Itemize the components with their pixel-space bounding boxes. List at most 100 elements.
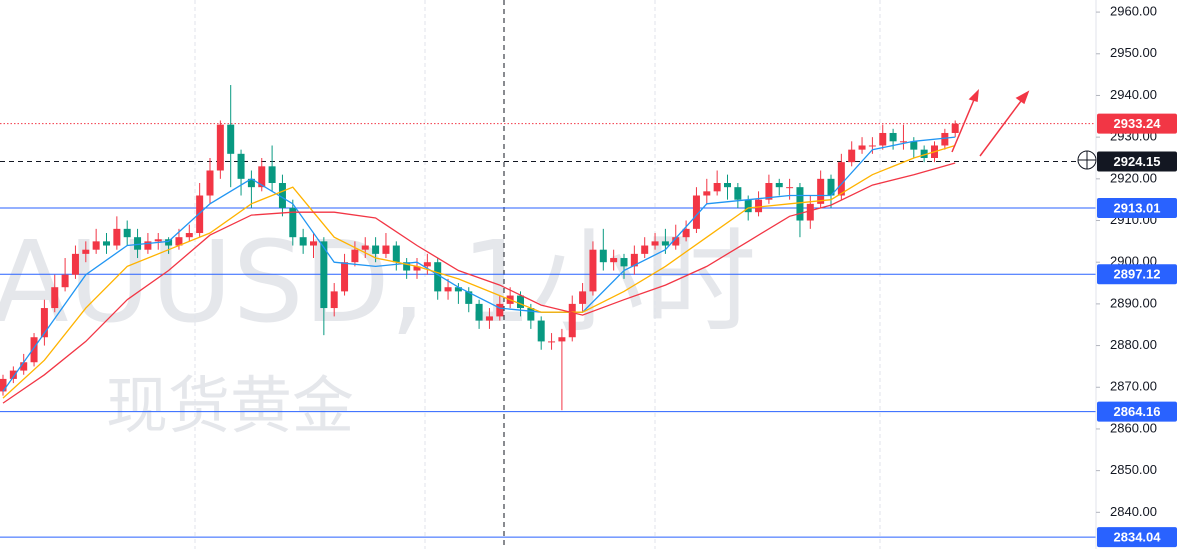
candle-body xyxy=(154,239,162,242)
candle-body xyxy=(82,249,90,254)
price-tag xyxy=(1097,527,1177,548)
candle-body xyxy=(558,337,566,342)
candle-body xyxy=(175,237,183,246)
candle-body xyxy=(123,228,131,238)
price-tag xyxy=(1097,264,1177,285)
candle-body xyxy=(444,287,452,292)
y-tick-label: 2860.00 xyxy=(1110,420,1157,435)
y-tick-label: 2880.00 xyxy=(1110,337,1157,352)
candle-body xyxy=(144,241,152,250)
candle-body xyxy=(268,166,276,183)
candle-body xyxy=(744,199,752,213)
candle-body xyxy=(51,287,59,309)
candle-body xyxy=(134,237,142,250)
candle-body xyxy=(103,241,110,246)
price-tag-label: 2913.01 xyxy=(1114,200,1161,215)
candle-body xyxy=(899,141,907,143)
candle-body xyxy=(724,183,731,188)
candle-body xyxy=(216,124,224,171)
candle-body xyxy=(165,239,173,246)
candle-body xyxy=(9,370,17,379)
price-tag xyxy=(1097,401,1177,422)
candle-body xyxy=(247,178,255,188)
price-tag-label: 2834.04 xyxy=(1114,530,1162,545)
candle-body xyxy=(796,187,804,221)
candle-body xyxy=(941,132,949,146)
candle-body xyxy=(258,166,266,188)
candle-body xyxy=(868,145,876,147)
price-tag-label: 2924.15 xyxy=(1114,154,1161,169)
candle-body xyxy=(320,241,328,309)
candle-body xyxy=(641,245,649,254)
price-tags: 2933.24 2924.15 2913.01 2897.12 2864.16 2834.… xyxy=(1097,113,1177,548)
watermark-subtext: 现货黄金 xyxy=(106,369,354,442)
watermark: AUUSD, 1小时 现货黄金 xyxy=(0,218,756,442)
price-tag-label: 2933.24 xyxy=(1114,116,1162,131)
candle-body xyxy=(672,237,680,246)
candle-body xyxy=(434,262,442,292)
candle-body xyxy=(496,303,504,317)
y-tick-label: 2940.00 xyxy=(1110,87,1157,102)
candle-body xyxy=(879,132,887,146)
candle-body xyxy=(361,245,369,250)
candle-body xyxy=(610,258,618,263)
candle-body xyxy=(206,170,214,196)
candle-body xyxy=(423,262,431,267)
candle-body xyxy=(692,195,700,229)
candle-body xyxy=(889,132,897,142)
candle-body xyxy=(0,378,7,392)
candle-body xyxy=(827,178,835,196)
candle-body xyxy=(630,253,638,267)
candle-body xyxy=(278,183,286,209)
candle-body xyxy=(30,337,38,363)
candle-body xyxy=(289,208,297,238)
y-tick-label: 2960.00 xyxy=(1110,4,1157,19)
candle-body xyxy=(817,178,825,204)
y-tick-label: 2920.00 xyxy=(1110,170,1157,185)
moving-average-line xyxy=(2,144,956,399)
candle-body xyxy=(920,149,928,158)
arrow-head xyxy=(1015,90,1030,105)
candle-body xyxy=(734,187,742,200)
candle-body xyxy=(517,295,524,309)
candle-body xyxy=(382,245,390,254)
candle-body xyxy=(620,258,628,267)
candle-body xyxy=(330,291,338,309)
moving-average-line xyxy=(2,136,956,392)
candle-body xyxy=(806,203,814,221)
candle-body xyxy=(548,341,556,343)
candle-body xyxy=(372,245,380,254)
price-tag-label: 2864.16 xyxy=(1114,404,1161,419)
candle-body xyxy=(61,274,69,288)
candle-body xyxy=(858,145,866,150)
price-tag xyxy=(1097,151,1177,172)
candle-body xyxy=(527,308,535,321)
moving-average-line xyxy=(2,162,956,404)
candle-body xyxy=(661,241,669,246)
candle-body xyxy=(775,183,783,188)
crosshair-button[interactable] xyxy=(1077,150,1097,170)
arrow xyxy=(979,96,1025,157)
y-tick-label: 2890.00 xyxy=(1110,295,1157,310)
candle-body xyxy=(299,237,307,246)
candle-body xyxy=(392,245,400,263)
trend-arrows xyxy=(951,88,1030,157)
candle-body xyxy=(351,249,359,263)
candle-body xyxy=(341,262,349,292)
price-axis-labels: 2840.00 2850.00 2860.00 2870.00 2880.00 2890.… xyxy=(1096,4,1157,519)
watermark-text: AUUSD, 1小时 xyxy=(0,218,756,348)
arrow xyxy=(951,94,977,153)
price-tag xyxy=(1097,197,1177,218)
candle-body xyxy=(837,162,845,196)
candle-body xyxy=(475,303,483,321)
candle-body xyxy=(786,187,794,189)
candle-body xyxy=(765,183,773,200)
candle-body xyxy=(454,287,462,292)
candle-body xyxy=(20,362,28,371)
candle-body xyxy=(589,249,597,292)
candle-body xyxy=(40,308,48,338)
candle-body xyxy=(185,233,193,238)
y-tick-label: 2870.00 xyxy=(1110,379,1157,394)
candle-body xyxy=(485,316,493,321)
